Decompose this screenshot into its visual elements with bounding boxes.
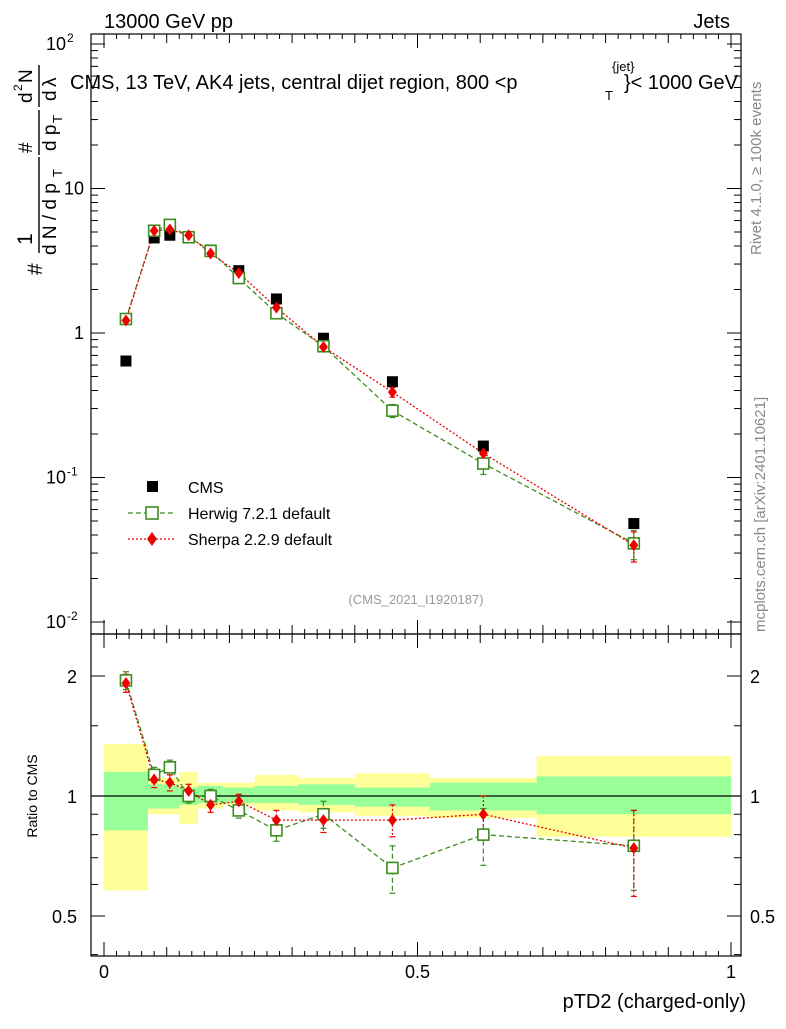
- plot-title-main: CMS, 13 TeV, AK4 jets, central dijet reg…: [70, 72, 518, 94]
- cms-main-point: [148, 232, 160, 244]
- main-panel-marks: [119, 218, 641, 563]
- ratio-band-inner: [254, 785, 299, 804]
- ratio-bands: [91, 744, 741, 891]
- main-y-tick-label: 10: [46, 34, 66, 54]
- cms-main-point: [317, 332, 329, 344]
- cms-main-point: [628, 518, 640, 530]
- cms-main-point: [270, 293, 282, 305]
- y-label-d: d: [16, 92, 37, 103]
- cms-main-point: [386, 376, 398, 388]
- sherpa-ratio-point: [387, 814, 397, 827]
- main-y-tick-exp: -1: [67, 465, 78, 479]
- x-tick-label: 0: [99, 962, 109, 982]
- y-label-sub-t2: T: [50, 115, 65, 123]
- x-tick-label: 1: [726, 962, 736, 982]
- herwig-ratio-point: [477, 828, 490, 841]
- ratio-y-tick-label: 0.5: [52, 907, 77, 927]
- sherpa-main-point: [121, 314, 131, 327]
- y-axis-main-label: # 1 d N / d p T # d p T d 2 N d λ: [11, 65, 65, 275]
- ratio-y-tick-label-right: 1: [750, 787, 760, 807]
- y-label-hash: #: [24, 263, 47, 275]
- sherpa-ratio-point: [206, 798, 216, 811]
- sherpa-ratio-point: [478, 808, 488, 821]
- herwig-main-point: [386, 404, 399, 417]
- herwig-ratio-point: [386, 861, 399, 875]
- sherpa-main-point: [184, 229, 194, 242]
- legend-cms-label: CMS: [188, 480, 224, 497]
- legend-herwig-label: Herwig 7.2.1 default: [188, 506, 331, 523]
- y-label-dp: d p: [40, 125, 61, 151]
- main-y-tick-label: 10: [46, 468, 66, 488]
- plot-title-sub: T: [605, 88, 613, 103]
- sherpa-main-point: [149, 224, 159, 237]
- ratio-band-inner: [354, 787, 431, 807]
- main-y-tick-exp: -2: [67, 609, 78, 623]
- cms-main-point: [120, 355, 132, 367]
- category-label: Jets: [693, 11, 730, 33]
- sherpa-main-point: [271, 301, 281, 314]
- ratio-panel-marks: [119, 671, 641, 897]
- legend-sherpa-label: Sherpa 2.2.9 default: [188, 532, 333, 549]
- ratio-y-tick-label: 1: [67, 787, 77, 807]
- legend-sherpa-marker: [147, 532, 157, 546]
- ratio-y-tick-label-right: 2: [750, 667, 760, 687]
- main-y-tick-label: 1: [74, 323, 84, 343]
- y-label-two: 2: [11, 84, 25, 91]
- y-axis-ratio-label: Ratio to CMS: [24, 754, 40, 837]
- plot-title-tail: }< 1000 GeV: [624, 72, 739, 94]
- sherpa-main-point: [234, 267, 244, 280]
- sherpa-main-point: [629, 539, 639, 552]
- legend-herwig-marker: [145, 506, 159, 520]
- sherpa-ratio-point: [234, 795, 244, 808]
- main-y-tick-label: 10: [46, 612, 66, 632]
- mcplots-label: mcplots.cern.ch [arXiv:2401.10621]: [752, 397, 769, 632]
- ratio-band-inner: [298, 784, 355, 805]
- sherpa-main-point: [165, 223, 175, 236]
- y-label-lambda: λ: [40, 77, 61, 87]
- herwig-main-point: [477, 457, 490, 470]
- sherpa-ratio-point: [318, 814, 328, 827]
- analysis-watermark: (CMS_2021_I1920187): [348, 592, 483, 607]
- y-label-hash2: #: [16, 142, 37, 153]
- x-tick-label: 0.5: [405, 962, 430, 982]
- plot-title: CMS, 13 TeV, AK4 jets, central dijet reg…: [70, 72, 518, 94]
- herwig-ratio-point: [270, 824, 283, 837]
- cms-main-point: [477, 440, 489, 452]
- sherpa-ratio-point: [121, 677, 131, 690]
- sherpa-main-point: [318, 341, 328, 354]
- sherpa-ratio-point: [629, 842, 639, 855]
- sherpa-ratio-point: [184, 784, 194, 797]
- y-label-dndpt: d N / d p: [40, 183, 61, 255]
- sherpa-main-point: [387, 386, 397, 399]
- y-label-dl: d: [40, 90, 61, 101]
- ratio-y-tick-label: 2: [67, 667, 77, 687]
- plot-title-sup: {jet}: [612, 59, 635, 74]
- ratio-y-tick-label-right: 0.5: [750, 907, 775, 927]
- sherpa-main-point: [478, 447, 488, 460]
- main-y-tick-label: 10: [64, 179, 84, 199]
- ratio-band-inner: [536, 776, 731, 815]
- energy-label: 13000 GeV pp: [104, 11, 233, 33]
- sherpa-main-point: [206, 247, 216, 260]
- legend-cms-marker: [147, 481, 158, 492]
- y-label-sub-t: T: [50, 169, 65, 177]
- sherpa-main-line: [125, 228, 635, 546]
- sherpa-ratio-point: [271, 814, 281, 827]
- sherpa-ratio-point: [165, 776, 175, 789]
- herwig-ratio-point: [163, 761, 177, 774]
- legend: CMS Herwig 7.2.1 default Sherpa 2.2.9 de…: [128, 480, 333, 549]
- rivet-label: Rivet 4.1.0, ≥ 100k events: [748, 82, 765, 255]
- ratio-frame: [90, 633, 742, 957]
- x-axis-label: pTD2 (charged-only): [563, 991, 746, 1013]
- ratio-band-inner: [104, 771, 148, 831]
- y-label-n: N: [16, 69, 37, 83]
- y-label-one: 1: [14, 233, 37, 245]
- main-y-tick-exp: 2: [67, 31, 74, 45]
- sherpa-ratio-point: [149, 773, 159, 786]
